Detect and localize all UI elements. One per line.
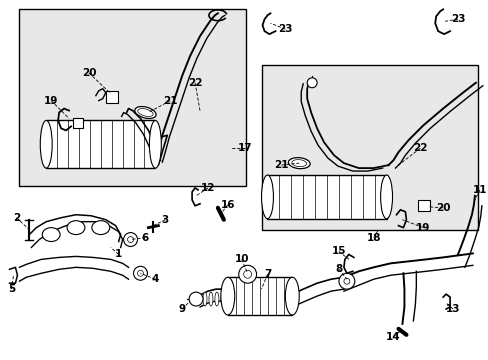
Ellipse shape — [291, 159, 306, 167]
Text: 15: 15 — [331, 247, 346, 256]
Circle shape — [238, 265, 256, 283]
Text: 4: 4 — [151, 274, 159, 284]
Circle shape — [189, 292, 203, 306]
Bar — [46, 121, 155, 168]
Text: 19: 19 — [415, 222, 429, 233]
Text: 22: 22 — [187, 78, 202, 88]
Text: 21: 21 — [163, 96, 177, 105]
Bar — [227, 277, 292, 315]
Text: 10: 10 — [234, 255, 248, 264]
Text: 19: 19 — [44, 96, 58, 105]
Ellipse shape — [67, 221, 85, 235]
Text: 6: 6 — [142, 233, 149, 243]
Circle shape — [343, 278, 349, 284]
Bar — [261, 65, 477, 230]
Ellipse shape — [40, 121, 52, 168]
Text: 20: 20 — [81, 68, 96, 78]
Text: 14: 14 — [386, 332, 400, 342]
Ellipse shape — [138, 109, 153, 116]
Text: 8: 8 — [335, 264, 342, 274]
Circle shape — [137, 270, 143, 276]
Text: 17: 17 — [237, 143, 251, 153]
Text: 16: 16 — [220, 200, 235, 210]
Bar — [105, 91, 118, 103]
Text: 20: 20 — [435, 203, 449, 213]
Text: 2: 2 — [13, 213, 20, 223]
Bar — [417, 200, 429, 211]
Ellipse shape — [214, 292, 219, 306]
Text: 22: 22 — [412, 143, 427, 153]
Ellipse shape — [380, 175, 392, 219]
Text: 23: 23 — [278, 24, 292, 34]
Ellipse shape — [285, 277, 299, 315]
Text: 13: 13 — [445, 304, 459, 314]
Circle shape — [338, 273, 354, 289]
Ellipse shape — [203, 292, 206, 306]
Ellipse shape — [221, 292, 224, 306]
Ellipse shape — [135, 107, 156, 118]
Ellipse shape — [92, 221, 109, 235]
Text: 12: 12 — [200, 183, 215, 193]
Text: 23: 23 — [450, 14, 464, 24]
Text: 1: 1 — [115, 249, 122, 260]
Ellipse shape — [42, 228, 60, 242]
Bar — [20, 9, 245, 186]
Text: 11: 11 — [471, 185, 486, 195]
Text: 5: 5 — [8, 284, 15, 294]
Ellipse shape — [208, 292, 212, 306]
Circle shape — [127, 237, 133, 243]
Circle shape — [243, 270, 251, 278]
Text: 9: 9 — [178, 304, 185, 314]
Text: 21: 21 — [274, 160, 288, 170]
Bar — [73, 118, 83, 129]
Text: 18: 18 — [366, 233, 380, 243]
Text: 7: 7 — [263, 269, 271, 279]
Ellipse shape — [149, 121, 161, 168]
Ellipse shape — [288, 158, 309, 168]
Circle shape — [133, 266, 147, 280]
Text: 3: 3 — [162, 215, 168, 225]
Circle shape — [123, 233, 137, 247]
Ellipse shape — [221, 277, 234, 315]
Circle shape — [306, 78, 316, 88]
Ellipse shape — [261, 175, 273, 219]
Bar — [267, 175, 386, 219]
